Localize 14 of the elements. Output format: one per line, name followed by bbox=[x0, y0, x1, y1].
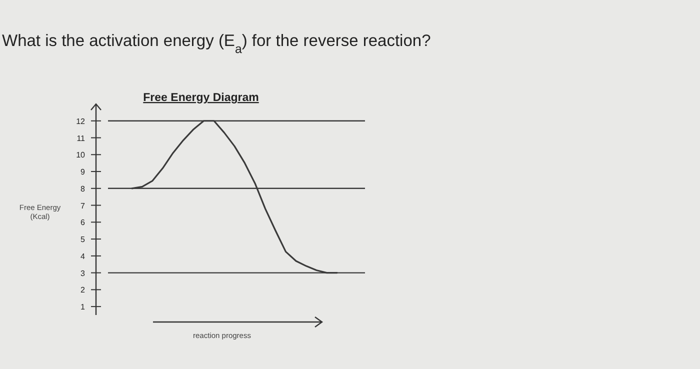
chart-subtitle: Free Energy Diagram bbox=[143, 92, 259, 104]
y-tick-label: 11 bbox=[76, 134, 86, 143]
y-tick-label: 10 bbox=[76, 150, 86, 160]
y-tick-label: 6 bbox=[80, 218, 86, 228]
y-tick-label: 4 bbox=[80, 252, 86, 261]
y-tick-label: 12 bbox=[76, 116, 86, 126]
y-tick-label: 3 bbox=[80, 268, 86, 278]
chart-title: What is the activation energy (E$_{a}$) for the reverse reaction? bbox=[2, 32, 431, 56]
y-tick-label: 5 bbox=[80, 235, 86, 244]
y-tick-label: 9 bbox=[80, 168, 86, 177]
y-tick-label: 7 bbox=[80, 201, 86, 210]
y-tick-label: 2 bbox=[80, 286, 86, 295]
y-tick-label: 8 bbox=[80, 184, 86, 194]
y-tick-label: 1 bbox=[80, 302, 86, 312]
